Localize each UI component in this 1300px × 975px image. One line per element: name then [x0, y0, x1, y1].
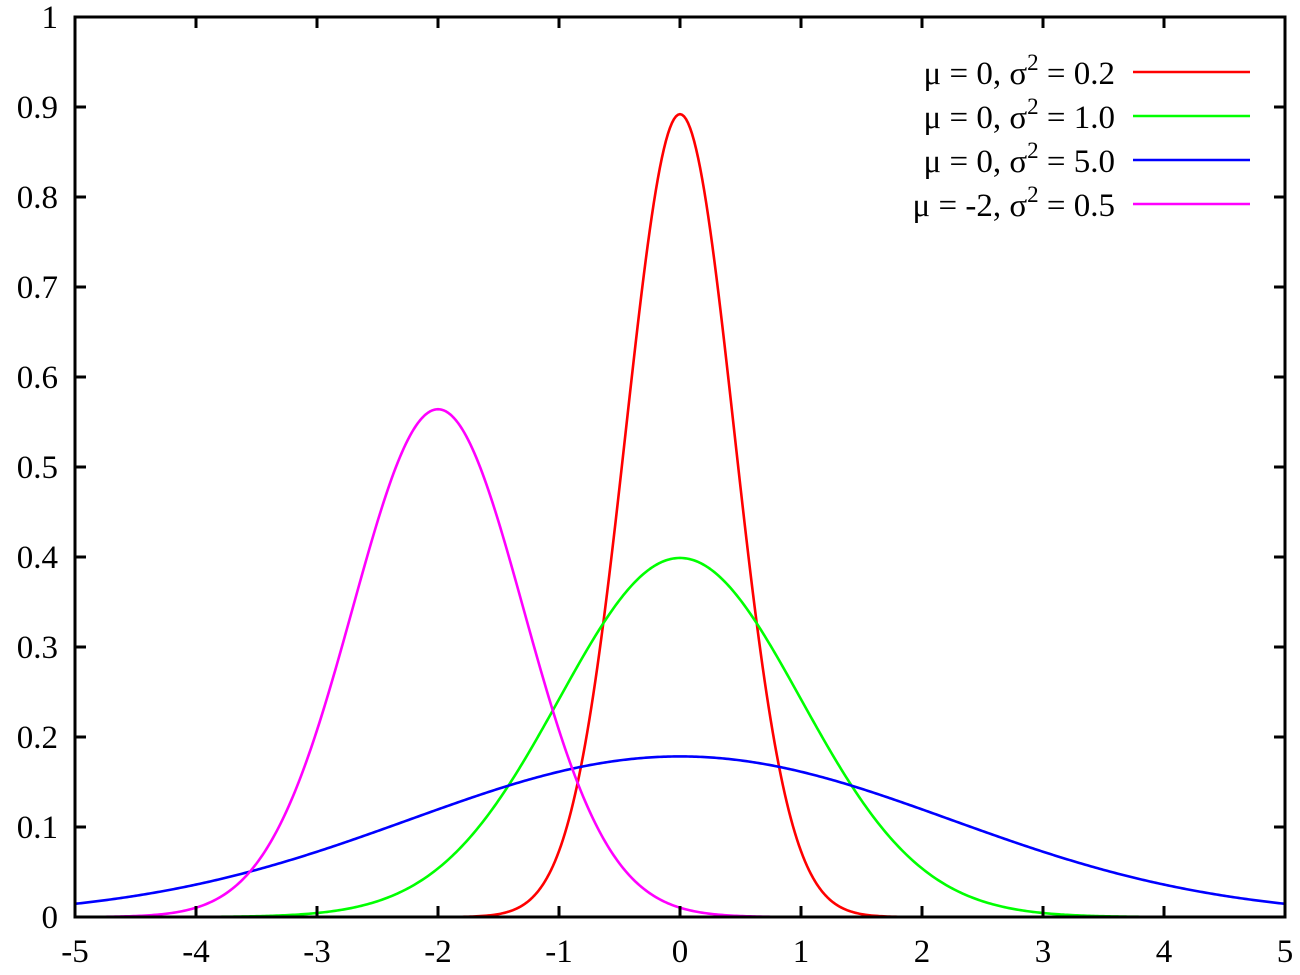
y-tick-label: 0.4 [17, 540, 58, 576]
x-tick-label: -1 [545, 934, 573, 970]
x-tick-label: 0 [672, 934, 689, 970]
y-tick-label: 1 [42, 0, 59, 36]
chart-legend: μ = 0, σ2 = 0.2μ = 0, σ2 = 1.0μ = 0, σ2 … [913, 50, 1250, 224]
legend-label-4: μ = -2, σ2 = 0.5 [913, 182, 1115, 224]
y-tick-label: 0.3 [17, 630, 58, 666]
series-line-1 [75, 112, 1285, 919]
y-tick-label: 0.8 [17, 180, 58, 216]
x-tick-label: 4 [1156, 934, 1173, 970]
x-tick-label: -2 [424, 934, 452, 970]
plot-curves [74, 112, 1286, 919]
series-line-3 [74, 755, 1286, 906]
y-tick-label: 0.9 [17, 90, 58, 126]
x-tick-label: -5 [61, 934, 89, 970]
y-tick-label: 0 [42, 900, 59, 936]
y-tick-label: 0.1 [17, 810, 58, 846]
y-tick-label: 0.5 [17, 450, 58, 486]
legend-label-2: μ = 0, σ2 = 1.0 [924, 94, 1115, 136]
x-tick-label: -4 [182, 934, 210, 970]
x-tick-label: 3 [1035, 934, 1052, 970]
x-tick-label: 5 [1277, 934, 1294, 970]
plot-axes: -5 -4 -3 -2 -1 0 1 2 3 4 5 0 0.1 0.2 0.3 0.4 0.5 0.6 0.7 0.… [17, 0, 1294, 970]
x-tick-label: 2 [914, 934, 931, 970]
x-tick-label: -3 [303, 934, 331, 970]
y-tick-label: 0.7 [17, 270, 58, 306]
y-tick-label: 0.6 [17, 360, 58, 396]
y-tick-label: 0.2 [17, 720, 58, 756]
legend-label-1: μ = 0, σ2 = 0.2 [924, 50, 1115, 92]
x-tick-label: 1 [793, 934, 810, 970]
series-line-4 [74, 407, 1285, 919]
legend-label-3: μ = 0, σ2 = 5.0 [924, 138, 1115, 180]
